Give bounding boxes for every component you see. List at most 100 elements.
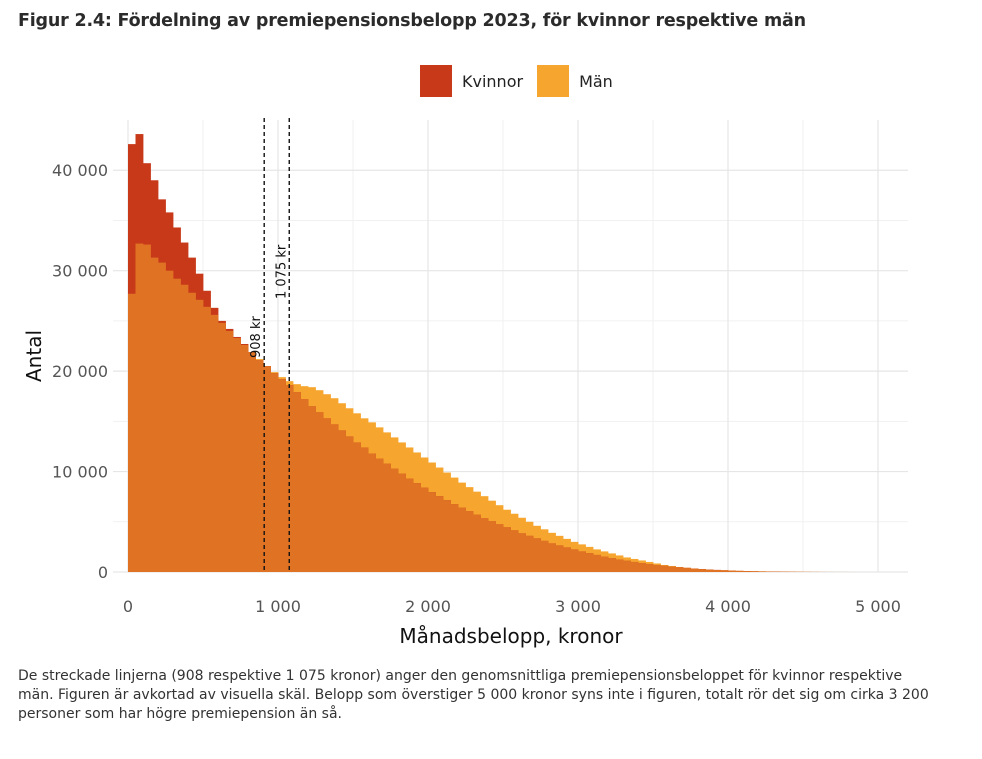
- reference-line-label: 1 075 kr: [274, 244, 289, 299]
- bar-overlap: [255, 360, 264, 572]
- bar-overlap: [173, 278, 181, 572]
- bar-overlap: [593, 554, 601, 572]
- bar-overlap: [248, 352, 256, 572]
- bar-overlap: [660, 565, 669, 572]
- bar-overlap: [488, 521, 496, 572]
- bar-overlap: [638, 563, 646, 572]
- legend-swatch-kvinnor: [420, 65, 452, 97]
- x-tick-label: 3 000: [555, 597, 601, 616]
- bar-overlap: [398, 473, 406, 572]
- bar-overlap: [735, 570, 744, 572]
- bar-overlap: [495, 524, 504, 572]
- bar-overlap: [720, 570, 729, 572]
- bar-overlap: [293, 392, 301, 572]
- bar-overlap: [458, 507, 466, 572]
- bar-overlap: [698, 569, 706, 572]
- histogram-chart: 908 kr 1 075 kr 0 1 000 2 000 3 000 4 000 5 00…: [22, 118, 908, 648]
- bar-overlap: [675, 567, 684, 572]
- bar-overlap: [518, 533, 526, 572]
- bar-overlap: [705, 569, 714, 572]
- bar-overlap: [420, 487, 429, 572]
- bar-overlap: [308, 406, 316, 572]
- y-tick-label: 0: [98, 563, 108, 582]
- x-tick-label: 1 000: [255, 597, 301, 616]
- bar-overlap: [135, 243, 144, 572]
- legend: Kvinnor Män: [420, 64, 627, 98]
- bar-overlap: [540, 540, 549, 572]
- legend-item-man: Män: [537, 65, 613, 97]
- bar-overlap: [203, 306, 211, 572]
- bar-overlap: [585, 553, 594, 572]
- bar-overlap: [165, 270, 174, 572]
- bar-overlap: [188, 292, 196, 572]
- figure-title: Figur 2.4: Fördelning av premiepensionsb…: [18, 11, 806, 31]
- bar-overlap: [503, 527, 511, 572]
- bar-overlap: [750, 571, 759, 572]
- bar-overlap: [315, 412, 324, 572]
- bar-overlap: [525, 535, 534, 572]
- bar-overlap: [300, 399, 309, 572]
- bar-overlap: [600, 556, 609, 572]
- bar-overlap: [465, 511, 474, 572]
- bar-overlap: [158, 262, 166, 572]
- bar-overlap: [263, 366, 271, 572]
- bar-overlap: [623, 560, 631, 572]
- x-axis-ticks: 0 1 000 2 000 3 000 4 000 5 000: [123, 597, 901, 616]
- legend-label-man: Män: [579, 71, 613, 91]
- bar-overlap: [630, 561, 639, 572]
- y-tick-label: 10 000: [52, 463, 108, 482]
- bar-overlap: [210, 314, 219, 572]
- bar-overlap: [653, 564, 661, 572]
- legend-item-kvinnor: Kvinnor: [420, 65, 523, 97]
- bar-overlap: [413, 483, 421, 572]
- bars-overlap: [128, 243, 849, 572]
- bar-overlap: [353, 442, 361, 572]
- bar-overlap: [713, 569, 721, 572]
- bar-overlap: [728, 570, 736, 572]
- reference-line-label: 908 kr: [249, 316, 264, 358]
- bar-overlap: [473, 514, 481, 572]
- bar-overlap: [225, 330, 234, 572]
- bar-overlap: [615, 559, 624, 572]
- bar-overlap: [608, 558, 616, 572]
- bar-overlap: [668, 566, 676, 572]
- bar-overlap: [390, 468, 399, 572]
- bar-overlap: [435, 496, 444, 572]
- bar-overlap: [368, 453, 376, 572]
- bar-overlap: [645, 564, 654, 572]
- bar-overlap: [383, 463, 391, 572]
- bar-overlap: [428, 492, 436, 572]
- bar-overlap: [195, 299, 204, 572]
- bar-overlap: [270, 373, 279, 572]
- bar-overlap: [240, 344, 249, 572]
- bar-overlap: [278, 379, 286, 572]
- bar-overlap: [338, 430, 346, 572]
- bar-overlap: [233, 337, 241, 572]
- bar-overlap: [563, 547, 571, 572]
- bar-overlap: [323, 418, 331, 572]
- bar-overlap: [330, 424, 339, 572]
- reference-lines: 908 kr 1 075 kr: [249, 118, 290, 572]
- bar-overlap: [450, 504, 459, 572]
- bar-overlap: [150, 257, 159, 572]
- x-tick-label: 2 000: [405, 597, 451, 616]
- legend-label-kvinnor: Kvinnor: [462, 71, 524, 91]
- bar-overlap: [218, 322, 226, 572]
- x-tick-label: 4 000: [705, 597, 751, 616]
- bar-overlap: [405, 478, 414, 572]
- legend-swatch-man: [537, 65, 570, 97]
- y-axis-ticks: 0 10 000 20 000 30 000 40 000: [52, 161, 108, 582]
- bar-overlap: [555, 545, 564, 572]
- bar-overlap: [180, 284, 189, 572]
- y-axis-title: Antal: [22, 330, 46, 382]
- bar-overlap: [533, 538, 541, 572]
- bar-overlap: [443, 500, 451, 572]
- bar-overlap: [743, 571, 751, 572]
- bar-overlap: [143, 244, 151, 572]
- bar-overlap: [128, 293, 136, 572]
- bar-overlap: [480, 518, 489, 572]
- bar-overlap: [683, 567, 691, 572]
- bar-overlap: [570, 549, 579, 572]
- y-tick-label: 30 000: [52, 262, 108, 281]
- y-tick-label: 40 000: [52, 161, 108, 180]
